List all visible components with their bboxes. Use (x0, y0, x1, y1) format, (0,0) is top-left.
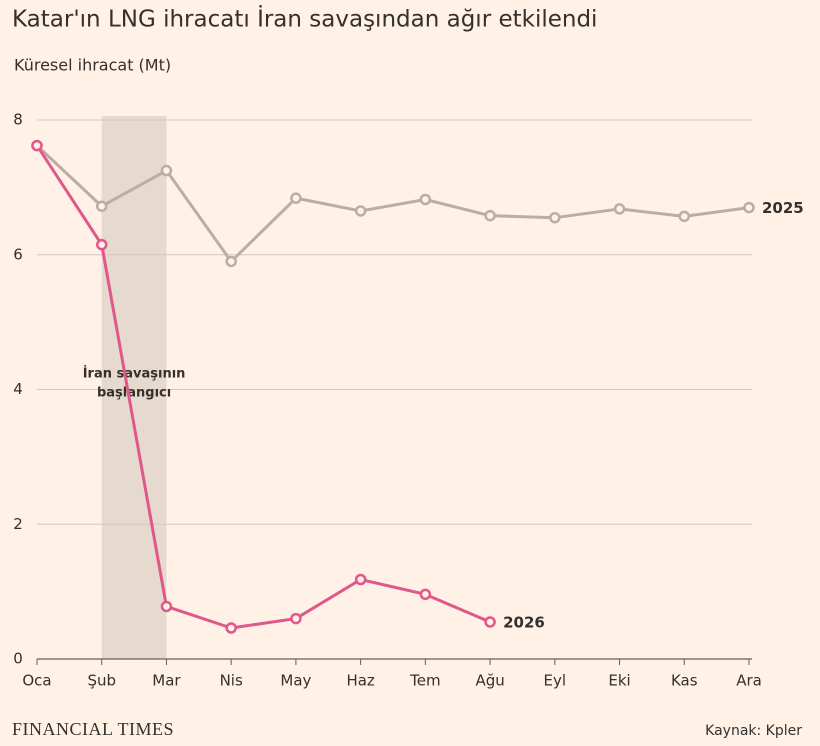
y-tick-label: 6 (13, 245, 23, 263)
x-tick-label: Tem (409, 672, 440, 690)
x-tick-label: Mar (152, 672, 181, 690)
point (743, 201, 755, 214)
series-line (35, 144, 750, 263)
point (419, 588, 432, 601)
point (95, 200, 108, 212)
x-tick-label: Ağu (475, 672, 504, 690)
source: Kaynak: Kpler (705, 723, 802, 739)
y-tick-label: 0 (13, 650, 23, 668)
point (419, 193, 432, 206)
annotation: başlangıcı (97, 386, 171, 401)
y-tick-label: 4 (13, 380, 23, 398)
point (225, 622, 237, 634)
x-tick-label: May (280, 672, 311, 690)
point (354, 205, 367, 217)
point (290, 612, 302, 625)
series-line (35, 144, 491, 630)
x-tick-label: Eyl (544, 672, 567, 690)
point (678, 210, 691, 223)
point (484, 209, 496, 222)
x-tick-label: Eki (608, 672, 630, 690)
y-tick-label: 2 (13, 515, 23, 533)
logo: FINANCIAL TIMES (12, 719, 174, 739)
point (549, 211, 561, 224)
series-label: 2025 (762, 199, 804, 217)
point (613, 203, 626, 215)
series-label: 2026 (503, 613, 545, 631)
highlight-band (101, 116, 167, 659)
y-tick-label: 8 (13, 111, 23, 129)
point (160, 164, 173, 177)
x-tick-label: Oca (22, 672, 51, 690)
point (31, 139, 43, 152)
point (354, 573, 367, 586)
chart-title: Katar'ın LNG ihracatı İran savaşından ağ… (12, 5, 597, 33)
point (290, 192, 302, 204)
point (484, 616, 496, 628)
x-tick-label: Kas (671, 672, 698, 690)
x-tick-label: Haz (346, 672, 374, 690)
subtitle: Küresel ihracat (Mt) (14, 56, 171, 75)
point (95, 238, 108, 251)
point (160, 600, 173, 613)
annotation: İran savaşının (83, 366, 186, 382)
x-tick-label: Nis (220, 672, 243, 690)
x-tick-label: Şub (87, 672, 116, 690)
x-tick-label: Ara (736, 672, 762, 690)
point (225, 255, 237, 268)
